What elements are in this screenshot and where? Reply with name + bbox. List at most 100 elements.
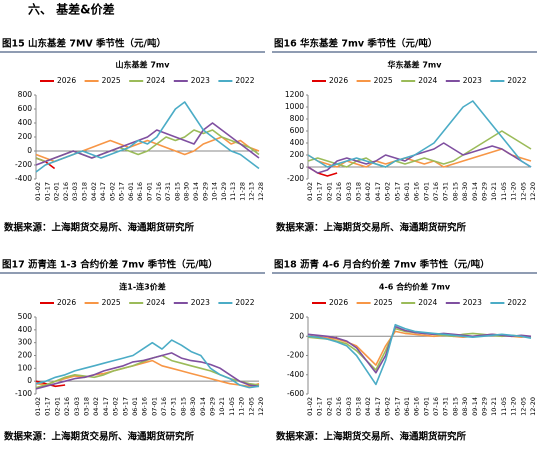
- y-tick-label: 800: [18, 90, 33, 99]
- chart-title: 4-6 合约价差 7mv: [379, 282, 451, 292]
- y-tick-label: 0: [27, 146, 32, 155]
- chart-title: 连1-连3价差: [119, 282, 165, 292]
- x-tick-label: 01-17: [44, 397, 52, 416]
- x-tick-label: 04-17: [99, 182, 107, 201]
- y-tick-label: 500: [18, 312, 33, 321]
- y-tick-label: 200: [290, 312, 305, 321]
- x-tick-label: 05-02: [108, 182, 116, 201]
- x-tick-label: 04-17: [374, 397, 382, 416]
- legend-label: 2022: [235, 76, 254, 85]
- x-tick-label: 10-21: [490, 182, 498, 201]
- x-tick-label: 08-30: [189, 397, 197, 416]
- x-tick-label: 12-20: [257, 397, 265, 416]
- y-tick-label: 1200: [285, 90, 304, 99]
- x-tick-label: 04-02: [92, 397, 100, 416]
- x-tick-label: 05-17: [393, 397, 401, 416]
- y-tick-label: 400: [18, 325, 33, 334]
- x-tick-label: 04-02: [90, 182, 98, 201]
- x-tick-label: 07-01: [146, 182, 154, 201]
- y-tick-label: 300: [18, 338, 33, 347]
- legend-label: 2024: [146, 298, 165, 307]
- x-tick-label: 01-17: [43, 182, 51, 201]
- x-tick-label: 04-02: [364, 182, 372, 201]
- y-tick-label: 400: [290, 138, 305, 147]
- y-tick-label: 0: [299, 162, 304, 171]
- y-tick-label: 400: [18, 118, 33, 127]
- x-tick-label: 09-29: [481, 397, 489, 416]
- x-tick-label: 06-16: [413, 182, 421, 201]
- x-tick-label: 07-31: [170, 397, 178, 416]
- y-tick-label: 0: [27, 376, 32, 385]
- y-tick-label: -200: [287, 174, 304, 183]
- x-tick-label: 07-31: [442, 182, 450, 201]
- x-tick-label: 06-16: [141, 397, 149, 416]
- x-tick-label: 07-31: [442, 397, 450, 416]
- x-tick-label: 08-15: [451, 182, 459, 201]
- x-tick-label: 02-01: [325, 182, 333, 201]
- legend-label: 2023: [463, 76, 482, 85]
- series-line: [35, 352, 260, 390]
- x-tick-label: 11-20: [238, 397, 246, 416]
- x-tick-label: 12-13: [248, 182, 256, 201]
- x-tick-label: 01-02: [306, 182, 314, 201]
- series-line: [307, 142, 532, 174]
- x-tick-label: 06-01: [131, 397, 139, 416]
- x-tick-label: 07-16: [432, 397, 440, 416]
- x-tick-label: 08-15: [173, 182, 181, 201]
- x-tick-label: 04-02: [364, 397, 372, 416]
- x-tick-label: 02-16: [335, 397, 343, 416]
- series-line: [35, 339, 260, 389]
- series-line: [307, 100, 532, 168]
- x-tick-label: 11-13: [229, 182, 237, 201]
- chart-title: 山东基差 7mv: [116, 60, 171, 70]
- x-tick-label: 11-20: [510, 182, 518, 201]
- y-tick-label: 600: [18, 104, 33, 113]
- legend-label: 2022: [507, 298, 526, 307]
- series-line: [35, 359, 260, 388]
- x-tick-label: 03-18: [354, 397, 362, 416]
- x-tick-label: 09-14: [471, 397, 479, 416]
- legend-label: 2025: [102, 76, 121, 85]
- x-tick-label: 02-01: [325, 397, 333, 416]
- x-tick-label: 08-30: [461, 182, 469, 201]
- x-tick-label: 07-31: [164, 182, 172, 201]
- figure-caption: 图16 华东基差 7mv 季节性（元/吨）: [274, 38, 437, 50]
- x-tick-label: 10-21: [218, 397, 226, 416]
- series-line: [307, 325, 532, 374]
- x-tick-label: 06-01: [403, 182, 411, 201]
- x-tick-label: 07-01: [422, 182, 430, 201]
- x-tick-label: 03-18: [80, 182, 88, 201]
- x-tick-label: 05-17: [393, 182, 401, 201]
- x-tick-label: 12-05: [519, 182, 527, 201]
- section-title: 六、 基差&价差: [28, 2, 115, 17]
- legend-label: 2024: [418, 298, 437, 307]
- x-tick-label: 03-03: [71, 182, 79, 201]
- x-tick-label: 07-16: [160, 397, 168, 416]
- x-tick-label: 10-29: [220, 182, 228, 201]
- x-tick-label: 11-05: [500, 397, 508, 416]
- x-tick-label: 08-30: [183, 182, 191, 201]
- legend-label: 2022: [235, 298, 254, 307]
- x-tick-label: 09-14: [199, 397, 207, 416]
- series-line: [35, 136, 260, 163]
- x-tick-label: 02-01: [53, 397, 61, 416]
- x-tick-label: 02-16: [335, 182, 343, 201]
- x-tick-label: 06-01: [127, 182, 135, 201]
- series-line: [35, 129, 260, 163]
- legend-label: 2026: [329, 76, 348, 85]
- y-tick-label: -100: [15, 389, 32, 398]
- x-tick-label: 07-16: [432, 182, 440, 201]
- x-tick-label: 02-16: [63, 397, 71, 416]
- x-tick-label: 10-14: [211, 182, 219, 201]
- y-tick-label: 800: [290, 114, 305, 123]
- legend-label: 2024: [146, 76, 165, 85]
- x-tick-label: 08-15: [451, 397, 459, 416]
- x-tick-label: 07-01: [422, 397, 430, 416]
- x-tick-label: 11-05: [500, 182, 508, 201]
- legend-label: 2025: [102, 298, 121, 307]
- source-note: 数据来源：上海期货交易所、海通期货研究所: [275, 431, 467, 443]
- x-tick-label: 03-03: [345, 182, 353, 201]
- series-line: [307, 130, 532, 168]
- y-tick-label: 600: [290, 126, 305, 135]
